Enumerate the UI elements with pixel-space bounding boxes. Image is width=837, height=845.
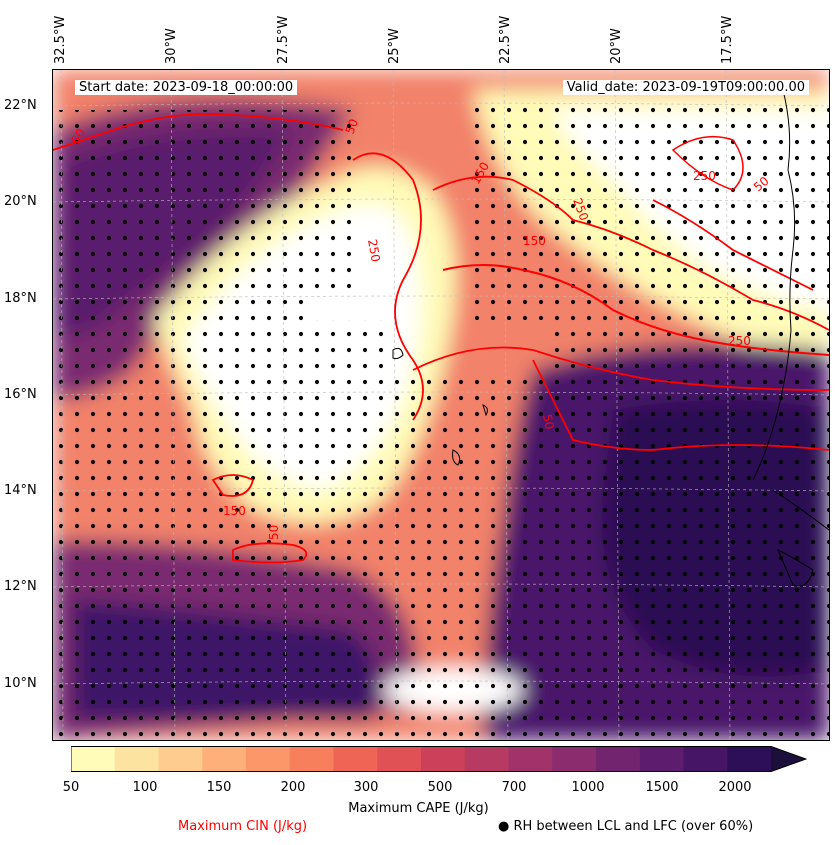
cb-tick-100: 100 [132,780,158,795]
svg-text:50: 50 [343,117,361,136]
lat-label-16n: 16°N [4,387,37,402]
colorbar-title: Maximum CAPE (J/kg) [348,801,489,816]
cape-map-svg: 50 50 150 250 50 250 250 250 150 50 150 … [53,70,829,740]
svg-text:50: 50 [540,413,556,430]
colorbar-segment [158,746,203,772]
colorbar-segment [333,746,378,772]
colorbar-segment [508,746,553,772]
colorbar-segment [114,746,159,772]
lat-label-14n: 14°N [4,483,37,498]
colorbar-segment [377,746,422,772]
colorbar-segment [202,746,247,772]
lon-label-30w: 30°W [164,28,179,64]
colorbar-segment [246,746,291,772]
colorbar-extend-arrow [771,746,806,772]
cape-map: 50 50 150 250 50 250 250 250 150 50 150 … [52,69,830,741]
lat-label-18n: 18°N [4,291,37,306]
lon-label-27-5w: 27.5°W [276,15,291,64]
cin-contours [53,113,829,564]
colorbar-segment [552,746,597,772]
lon-label-22-5w: 22.5°W [498,15,513,64]
colorbar-segment [289,746,334,772]
lat-label-10n: 10°N [4,676,37,691]
lon-label-32-5w: 32.5°W [53,15,68,64]
svg-text:250: 250 [693,169,716,183]
cb-tick-700: 700 [501,780,527,795]
graticule [53,70,829,740]
cb-tick-500: 500 [427,780,453,795]
colorbar-segments [71,746,806,772]
colorbar-segment [683,746,728,772]
rh-legend-label: ● RH between LCL and LFC (over 60%) [498,819,754,834]
colorbar-segment [727,746,772,772]
cb-tick-1000: 1000 [571,780,605,795]
cb-tick-200: 200 [280,780,306,795]
cb-tick-300: 300 [353,780,379,795]
start-date-label: Start date: 2023-09-18_00:00:00 [75,80,298,95]
valid-date-label: Valid_date: 2023-09-19T09:00:00.00 [562,80,809,95]
cb-tick-150: 150 [206,780,232,795]
svg-text:250: 250 [728,334,751,348]
lat-label-12n: 12°N [4,579,37,594]
lon-label-25w: 25°W [387,28,402,64]
svg-text:150: 150 [223,504,246,518]
lon-label-17-5w: 17.5°W [720,15,735,64]
colorbar-segment [639,746,684,772]
svg-text:50: 50 [68,126,88,146]
cb-tick-50: 50 [62,780,80,795]
colorbar-segment [71,746,116,772]
coastlines [392,89,829,587]
colorbar-segment [596,746,641,772]
colorbar-outline [71,746,807,772]
cin-legend-label: Maximum CIN (J/kg) [178,819,308,834]
colorbar-segment [464,746,509,772]
cape-colorbar [71,746,807,772]
lat-label-20n: 20°N [4,194,37,209]
svg-text:150: 150 [523,234,546,248]
cb-tick-1500: 1500 [645,780,679,795]
lat-label-22n: 22°N [4,98,37,113]
cb-tick-2000: 2000 [718,780,752,795]
lon-label-20w: 20°W [609,28,624,64]
colorbar-segment [421,746,466,772]
svg-text:50: 50 [267,525,281,540]
svg-text:250: 250 [365,238,383,263]
